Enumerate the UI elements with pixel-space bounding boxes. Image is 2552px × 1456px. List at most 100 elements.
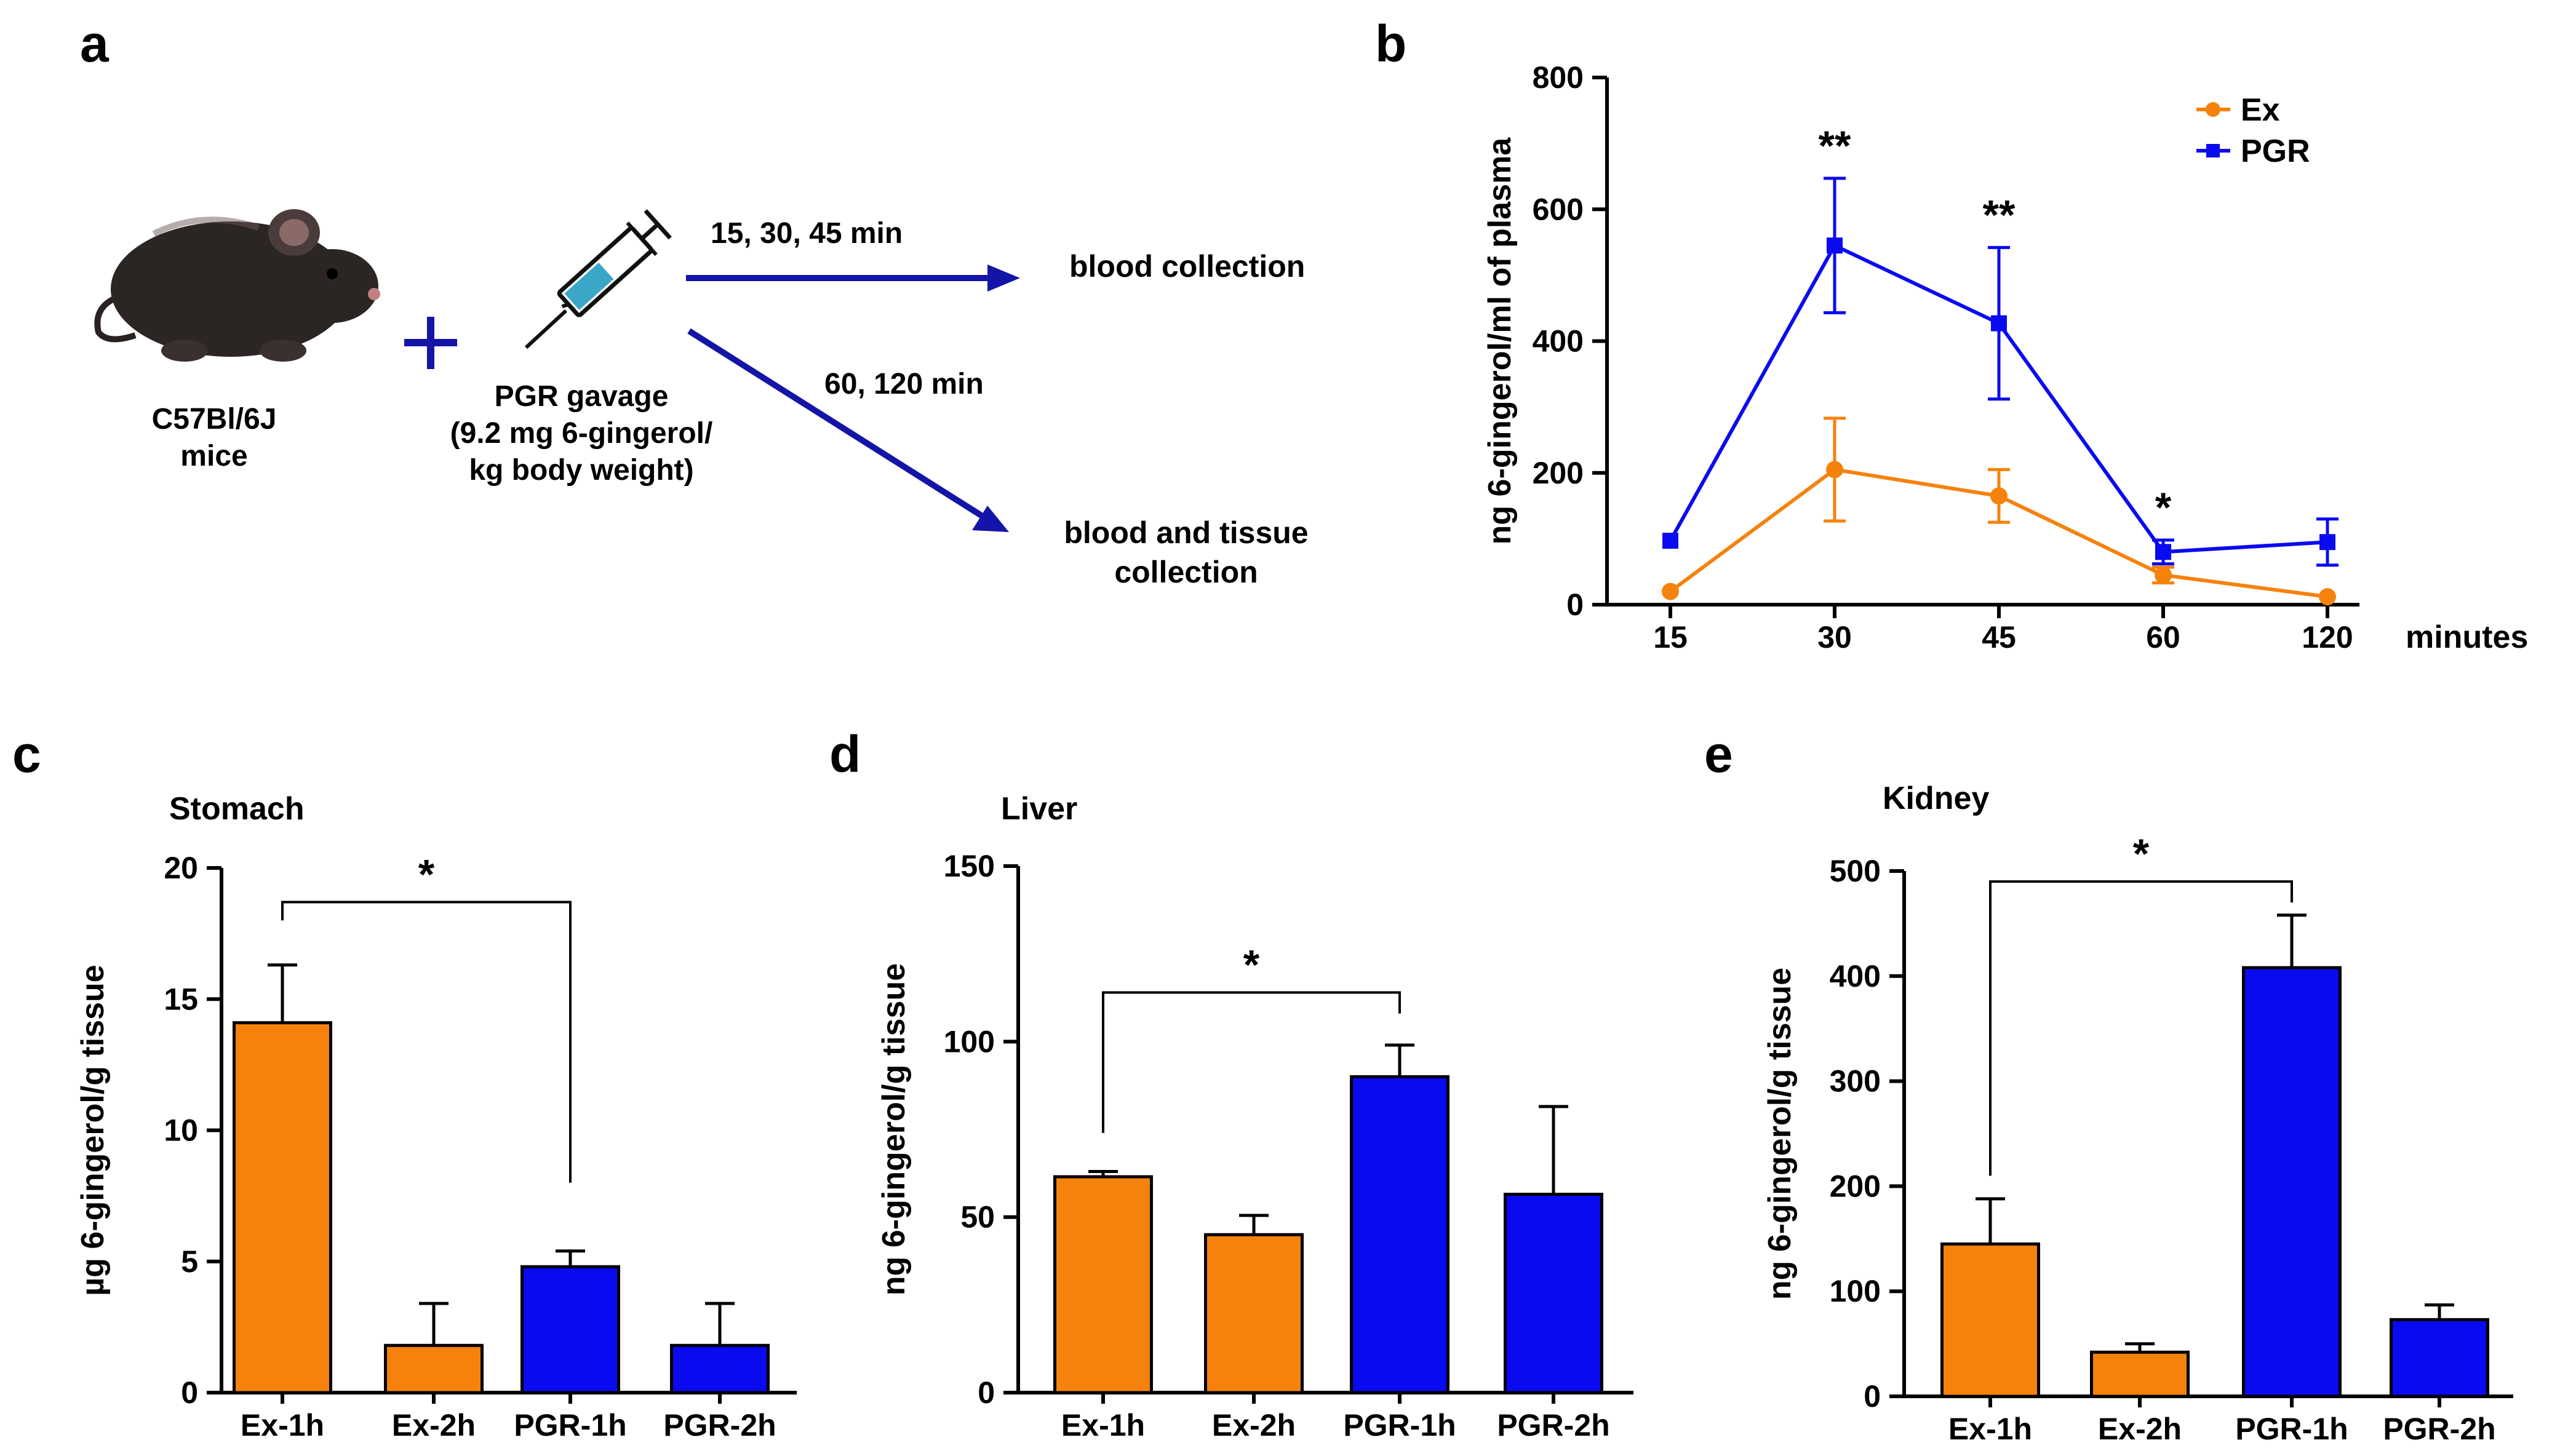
- significance-marker: **: [1983, 191, 2016, 238]
- arrow1-label: 15, 30, 45 min: [711, 217, 903, 250]
- y-axis-label: ng 6-gingerol/g tissue: [1762, 968, 1798, 1300]
- x-tick-label: PGR-1h: [1343, 1408, 1456, 1442]
- data-point-pgr: [1662, 533, 1678, 549]
- kidney-bar-chart: 0 100 200 300 400 500 Ex-1h Ex-2h PGR-1h PGR-2h * K…: [1762, 781, 2513, 1446]
- liver-bar-chart: 0 50 100 150 Ex-1h Ex-2h PGR-1h PGR-2h * Liver ng …: [876, 791, 1633, 1442]
- arrow-blood-collection: [686, 265, 1020, 292]
- data-point-pgr: [2319, 534, 2335, 551]
- bar-ex-1h: [1940, 1242, 2040, 1398]
- significance-marker: *: [2133, 830, 2150, 877]
- panel-letter-d: d: [829, 725, 861, 783]
- y-tick-label: 200: [1830, 1169, 1881, 1203]
- x-tick-label: Ex-2h: [1212, 1408, 1296, 1442]
- y-tick-label: 100: [1830, 1274, 1881, 1308]
- arrow2-label: 60, 120 min: [824, 368, 984, 400]
- x-tick-label: Ex-1h: [1948, 1412, 2032, 1446]
- arrow1-target: blood collection: [1069, 249, 1305, 284]
- legend-marker-ex: [2206, 102, 2220, 117]
- bar-pgr-2h: [2390, 1318, 2489, 1398]
- chart-title: Liver: [1001, 791, 1077, 827]
- gavage-label-line1: PGR gavage: [495, 380, 669, 413]
- x-tick-label: Ex-1h: [241, 1408, 324, 1442]
- plasma-line-chart: 0 200 400 600 800 15 30 45 60 120 minutes ng 6-ging…: [1482, 60, 2528, 655]
- significance-bracket: [1989, 880, 2293, 1176]
- significance-marker: *: [1243, 941, 1260, 988]
- significance-marker: **: [1819, 122, 1851, 169]
- data-point-ex: [1662, 583, 1679, 600]
- x-tick-label: Ex-2h: [2098, 1412, 2182, 1446]
- schematic-panel: C57Bl/6J mice PGR gavage (9.2 mg 6-ginge…: [94, 209, 1309, 589]
- bar-pgr-1h: [520, 1265, 620, 1394]
- x-tick-label: 60: [2146, 620, 2180, 654]
- y-axis-label: µg 6-gingerol/g tissue: [75, 965, 111, 1295]
- bar-pgr-2h: [670, 1343, 770, 1394]
- significance-marker: *: [418, 851, 435, 897]
- chart-title: Stomach: [169, 791, 305, 827]
- panel-letter-a: a: [80, 15, 110, 73]
- y-tick-label: 400: [1533, 324, 1584, 359]
- stomach-bar-chart: 0 5 10 15 20 Ex-1h Ex-2h PGR-1h PGR-2h * Stomach µg…: [75, 791, 797, 1442]
- arrow2-target-line1: blood and tissue: [1064, 515, 1308, 550]
- y-tick-label: 5: [181, 1244, 198, 1279]
- data-point-pgr: [2155, 544, 2171, 560]
- x-tick-label: PGR-1h: [514, 1408, 626, 1442]
- plus-icon: [404, 317, 457, 369]
- y-tick-label: 15: [164, 982, 198, 1016]
- arrow2-target-line2: collection: [1114, 555, 1258, 589]
- mouse-icon: [94, 209, 380, 362]
- arrow-blood-tissue-collection: [687, 328, 1009, 532]
- y-tick-label: 150: [944, 849, 995, 883]
- panel-letter-b: b: [1375, 15, 1406, 73]
- data-point-ex: [2155, 566, 2172, 584]
- syringe-icon: [524, 209, 672, 349]
- x-tick-label: PGR-2h: [1497, 1408, 1609, 1442]
- y-tick-label: 0: [1864, 1379, 1881, 1414]
- x-tick-label: Ex-2h: [392, 1408, 476, 1442]
- bar-ex-1h: [1053, 1175, 1153, 1394]
- panel-letter-c: c: [12, 725, 41, 783]
- y-tick-label: 10: [164, 1113, 198, 1148]
- gavage-label-line2: (9.2 mg 6-gingerol/: [450, 417, 713, 450]
- y-tick-label: 50: [960, 1200, 995, 1235]
- bar-ex-1h: [233, 1021, 332, 1394]
- x-tick-label: 15: [1653, 620, 1688, 654]
- mouse-label-line1: C57Bl/6J: [152, 403, 277, 436]
- y-tick-label: 20: [164, 851, 198, 885]
- y-axis-label: ng 6-gingerol/g tissue: [876, 963, 912, 1295]
- data-point-ex: [1990, 487, 2008, 505]
- y-tick-label: 200: [1533, 456, 1584, 490]
- y-tick-label: 100: [944, 1024, 995, 1059]
- x-axis-label: minutes: [2406, 619, 2528, 655]
- significance-bracket: [1102, 991, 1401, 1133]
- legend-marker-pgr: [2206, 144, 2220, 157]
- legend-label-pgr: PGR: [2241, 133, 2310, 169]
- y-tick-label: 800: [1533, 60, 1584, 95]
- data-point-pgr: [1827, 237, 1843, 254]
- y-tick-label: 600: [1533, 192, 1584, 226]
- mouse-label-line2: mice: [180, 440, 247, 472]
- y-tick-label: 400: [1830, 959, 1881, 993]
- y-tick-label: 300: [1830, 1064, 1881, 1099]
- bar-pgr-1h: [2242, 966, 2342, 1398]
- gavage-label-line3: kg body weight): [469, 454, 693, 487]
- y-tick-label: 500: [1830, 854, 1881, 888]
- data-point-ex: [1826, 461, 1843, 479]
- bar-pgr-1h: [1350, 1075, 1449, 1394]
- y-tick-label: 0: [1566, 587, 1584, 622]
- data-point-pgr: [1991, 315, 2007, 332]
- x-tick-label: PGR-2h: [663, 1408, 776, 1442]
- y-tick-label: 0: [978, 1375, 995, 1410]
- bar-ex-2h: [384, 1343, 484, 1394]
- x-tick-label: PGR-2h: [2383, 1412, 2495, 1446]
- x-tick-label: PGR-1h: [2235, 1412, 2348, 1446]
- x-tick-label: 45: [1982, 620, 2016, 654]
- bar-ex-2h: [2090, 1350, 2190, 1398]
- chart-title: Kidney: [1883, 781, 1989, 816]
- legend-label-ex: Ex: [2241, 92, 2280, 128]
- significance-bracket: [281, 901, 572, 1183]
- significance-marker: *: [2155, 484, 2172, 531]
- bar-ex-2h: [1204, 1233, 1304, 1394]
- y-axis-label: ng 6-gingerol/ml of plasma: [1482, 137, 1518, 545]
- bar-pgr-2h: [1504, 1193, 1603, 1394]
- panel-letter-e: e: [1704, 725, 1733, 783]
